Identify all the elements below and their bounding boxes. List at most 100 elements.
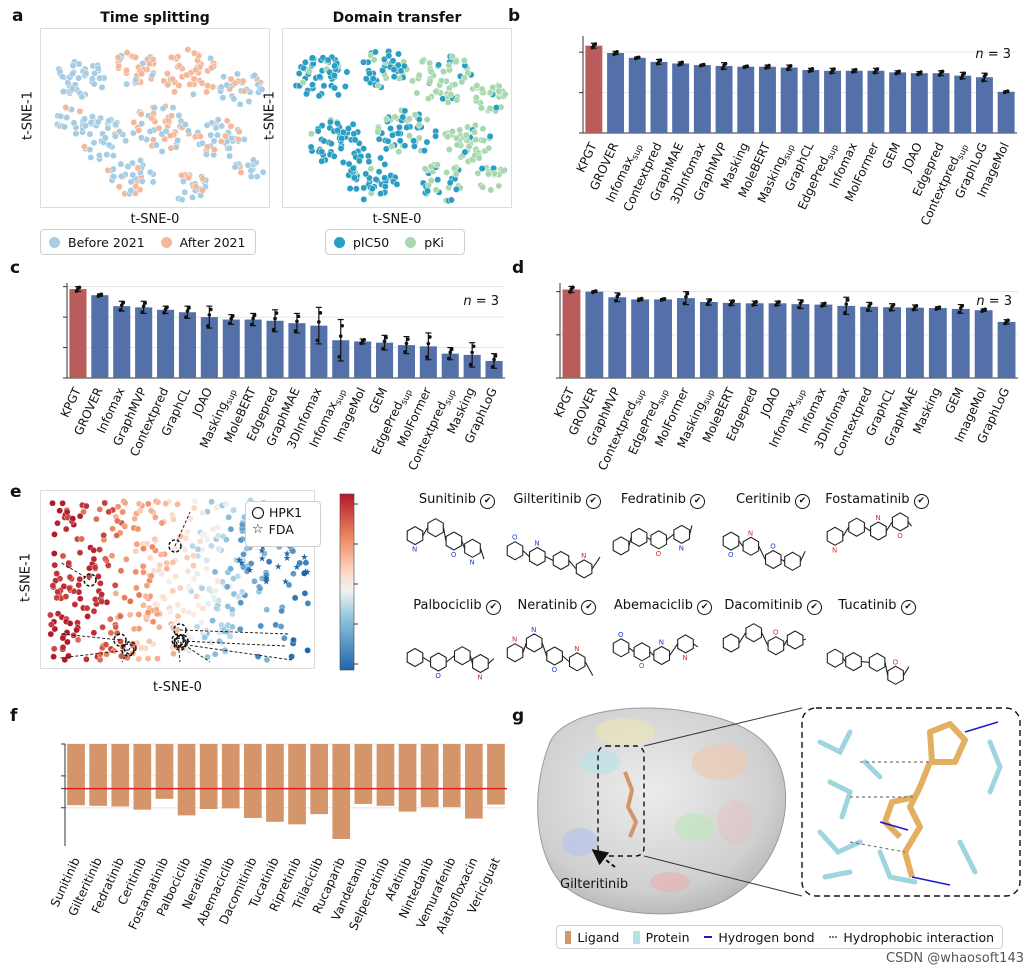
replicate-point	[984, 72, 988, 77]
svg-text:N: N	[531, 626, 536, 634]
scatter-point	[247, 167, 255, 175]
scatter-point	[195, 602, 202, 609]
scatter-point	[343, 68, 351, 76]
molecule-drawing: N N O N	[506, 626, 594, 676]
fda-star-point: ★	[293, 563, 301, 573]
scatter-point	[198, 619, 205, 626]
scatter-point	[285, 581, 293, 589]
scatter-point	[130, 625, 138, 633]
replicate-point	[209, 307, 213, 312]
scatter-point	[210, 594, 217, 601]
scatter-point	[385, 52, 393, 60]
scatter-point	[259, 168, 267, 176]
check-circle-icon: ✔	[485, 600, 501, 615]
scatter-point	[216, 637, 223, 645]
scatter-point	[114, 503, 122, 511]
replicate-point	[428, 335, 432, 339]
annotation-leader	[59, 649, 129, 659]
scatter-point	[170, 516, 177, 523]
scatter-point	[231, 79, 239, 87]
annotation-leader	[121, 647, 131, 663]
scatter-point	[167, 144, 175, 152]
scatter-point	[415, 116, 423, 123]
bar-graphmvp	[715, 65, 733, 133]
scatter-point	[130, 118, 138, 126]
scatter-point	[222, 500, 230, 508]
annotation-circle	[121, 643, 135, 657]
scatter-point	[96, 74, 104, 82]
scatter-point	[51, 550, 58, 557]
molecule-ceritinib: Ceritinib ✔ O N O	[708, 492, 838, 589]
scatter-point	[230, 506, 237, 514]
bar-edgepred_sup	[397, 345, 415, 378]
scatter-point	[134, 525, 142, 533]
replicate-point	[571, 285, 575, 290]
bar-nintedanib	[420, 744, 439, 808]
replicate-point	[404, 341, 409, 346]
replicate-point	[273, 316, 277, 321]
replicate-point	[680, 60, 684, 65]
check-circle-icon: ✔	[581, 600, 597, 615]
scatter-point	[318, 157, 326, 165]
scatter-point	[157, 551, 165, 558]
replicate-point	[844, 302, 849, 306]
scatter-point	[330, 71, 338, 79]
scatter-point	[109, 525, 116, 533]
svg-text:O: O	[639, 662, 645, 670]
bar-contextpred	[860, 306, 879, 378]
bar-infomax	[113, 306, 131, 378]
scatter-point	[291, 594, 299, 602]
scatter-point	[50, 645, 58, 653]
scatter-point	[112, 623, 119, 631]
watermark: CSDN @whaosoft143	[886, 951, 1024, 966]
scatter-point	[95, 573, 102, 580]
scatter-point	[214, 577, 221, 585]
scatter-point	[184, 127, 192, 135]
scatter-point	[452, 185, 460, 193]
scatter-point	[257, 622, 264, 630]
molecule-name: Ceritinib ✔	[708, 492, 838, 509]
fda-star-point: ★	[283, 550, 291, 560]
molecule-gilteritinib: Gilteritinib ✔ O N N	[492, 492, 622, 589]
scatter-point	[372, 175, 380, 183]
replicate-point	[162, 310, 166, 315]
bar-trilaciclib	[310, 744, 328, 815]
scatter-point	[208, 542, 215, 550]
bar-ceritinib	[133, 744, 152, 810]
scatter-point	[167, 608, 174, 616]
tsne-domain-plot	[282, 28, 512, 208]
replicate-point	[249, 322, 254, 327]
replicate-point	[754, 299, 758, 304]
scatter-point	[103, 650, 110, 658]
bar-gem	[951, 308, 970, 378]
scatter-point	[472, 136, 480, 144]
check-circle-icon: ✔	[690, 494, 706, 509]
check-circle-icon: ✔	[585, 494, 601, 509]
scatter-point	[115, 183, 123, 191]
scatter-point	[345, 160, 353, 168]
scatter-point	[388, 131, 396, 139]
bar-imagemol	[997, 91, 1015, 133]
fda-star-point: ★	[262, 577, 270, 587]
scatter-point	[199, 509, 206, 517]
scatter-point	[168, 112, 175, 120]
scatter-point	[135, 591, 143, 599]
replicate-point	[295, 319, 299, 324]
annotation-leader	[181, 640, 286, 647]
scatter-point	[375, 135, 383, 143]
scatter-point	[98, 83, 106, 91]
tsne-affinity-xlabel: t-SNE-0	[153, 680, 202, 695]
scatter-point	[447, 196, 455, 204]
bar-kpgt	[562, 289, 581, 378]
scatter-point	[47, 611, 54, 619]
scatter-point	[204, 600, 212, 608]
replicate-point	[470, 350, 474, 355]
svg-text:O: O	[770, 542, 776, 550]
bar-vandetanib	[354, 744, 373, 804]
bar-kpgt	[585, 45, 603, 134]
scatter-point	[215, 597, 222, 604]
scatter-point	[222, 132, 230, 140]
scatter-point	[63, 508, 71, 516]
tsne-domain-title: Domain transfer	[332, 10, 462, 26]
bar-rucaparib	[332, 744, 351, 839]
